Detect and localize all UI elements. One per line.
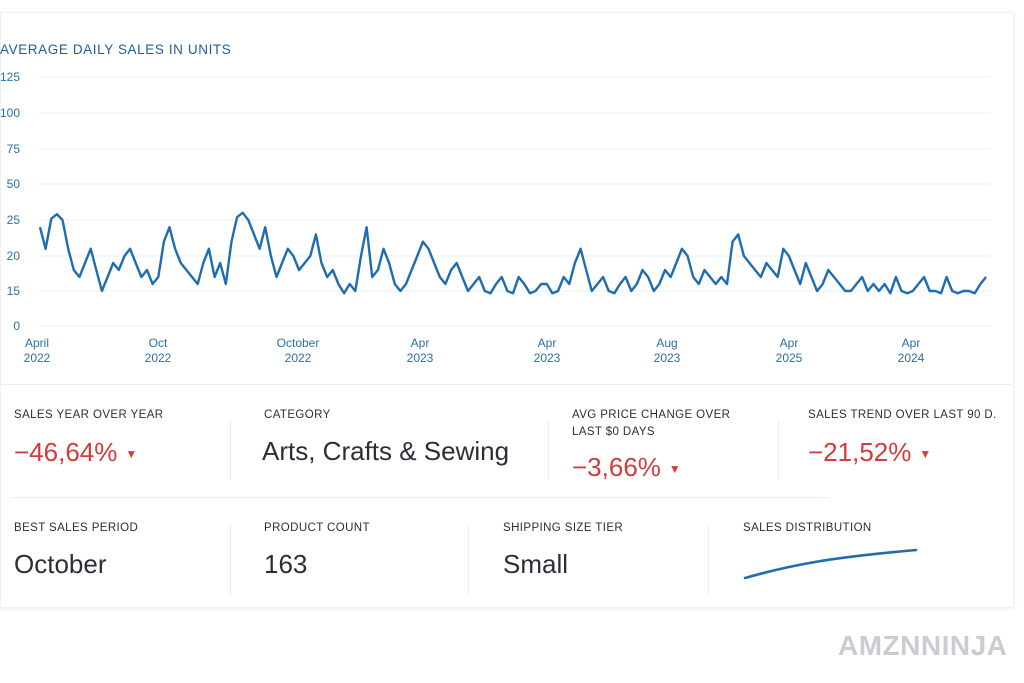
chart-title: AVERAGE DAILY SALES IN UNITS xyxy=(0,42,232,57)
chart-metrics-divider xyxy=(0,384,1012,385)
sales-yoy-value: −46,64% ▼ xyxy=(14,437,138,467)
x-tick-label: Aug xyxy=(656,336,677,350)
best-period-label: BEST SALES PERIOD xyxy=(14,522,139,534)
product-count-value: 163 xyxy=(264,549,308,579)
y-tick-label: 100 xyxy=(0,106,20,120)
metrics-col-divider xyxy=(468,525,469,595)
x-tick-label: Apr xyxy=(780,336,799,350)
y-tick-label: 20 xyxy=(7,249,21,263)
x-tick-label: Apr xyxy=(538,336,557,350)
y-tick-label: 125 xyxy=(0,70,20,84)
sales-distribution-label: SALES DISTRIBUTION xyxy=(743,522,872,534)
x-tick-label: Apr xyxy=(411,336,430,350)
shipping-tier-label: SHIPPING SIZE TIER xyxy=(503,522,624,534)
y-tick-label: 0 xyxy=(13,319,20,333)
x-tick-label: 2023 xyxy=(654,351,681,365)
metrics-col-divider xyxy=(230,525,231,595)
y-tick-label: 75 xyxy=(7,142,21,156)
x-tick-label: 2024 xyxy=(898,351,925,365)
x-tick-label: Apr xyxy=(902,336,921,350)
x-tick-label: Oct xyxy=(149,336,168,350)
shipping-tier-value: Small xyxy=(503,549,569,579)
sales-trend-value: −21,52% ▼ xyxy=(808,437,932,467)
x-tick-label: 2023 xyxy=(534,351,561,365)
series-line xyxy=(38,211,987,295)
x-tick-label: 2023 xyxy=(407,351,434,365)
category-value: Arts, Crafts & Sewing xyxy=(262,436,510,466)
metrics-row-divider xyxy=(10,497,830,498)
x-tick-label: 2022 xyxy=(24,351,51,365)
caret-down-icon: ▼ xyxy=(668,462,681,477)
y-tick-label: 15 xyxy=(7,284,21,298)
metrics-col-divider xyxy=(778,420,779,480)
x-tick-label: October xyxy=(277,336,320,350)
avg-price-change-label: AVG PRICE CHANGE OVER LAST $0 DAYS xyxy=(572,409,731,438)
caret-down-icon: ▼ xyxy=(919,447,932,462)
x-tick-label: 2025 xyxy=(776,351,803,365)
avg-price-change-value: −3,66% ▼ xyxy=(572,452,681,482)
y-axis-ticks: 125 100 75 50 25 20 15 0 xyxy=(0,70,20,333)
dashboard-card xyxy=(0,12,1014,608)
product-count-label: PRODUCT COUNT xyxy=(264,522,370,534)
y-tick-label: 50 xyxy=(7,177,21,191)
x-axis-ticks: April2022Oct2022October2022Apr2023Apr202… xyxy=(24,336,925,365)
sales-trend-label: SALES TREND OVER LAST 90 D. xyxy=(808,409,997,421)
y-tick-label: 25 xyxy=(7,213,21,227)
watermark-logo: AMZNNINJA xyxy=(838,630,1008,661)
sales-yoy-label: SALES YEAR OVER YEAR xyxy=(14,409,164,421)
sales-distribution-sparkline xyxy=(743,548,918,580)
caret-down-icon: ▼ xyxy=(125,447,138,462)
x-tick-label: 2022 xyxy=(285,351,312,365)
x-tick-label: April xyxy=(25,336,49,350)
best-period-value: October xyxy=(14,549,107,579)
chart-grid xyxy=(38,76,990,327)
x-tick-label: 2022 xyxy=(145,351,172,365)
metrics-col-divider xyxy=(230,420,231,480)
metrics-col-divider xyxy=(708,525,709,595)
metrics-col-divider xyxy=(548,420,549,480)
category-label: CATEGORY xyxy=(264,409,331,421)
